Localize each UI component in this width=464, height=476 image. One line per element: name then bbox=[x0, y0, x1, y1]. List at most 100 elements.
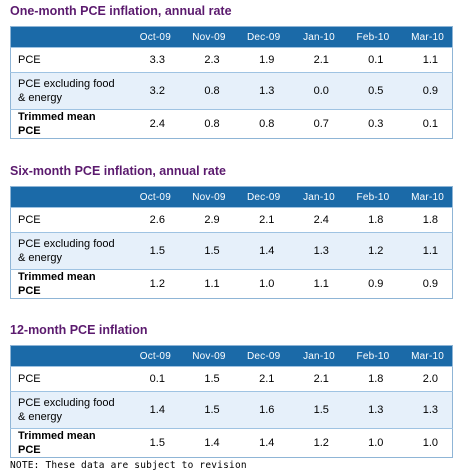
cell-value: 2.0 bbox=[397, 366, 453, 392]
cell-value: 1.4 bbox=[178, 428, 234, 458]
row-label: PCE bbox=[10, 47, 125, 73]
section-title-one-month: One-month PCE inflation, annual rate bbox=[10, 4, 232, 18]
section-title-six-month: Six-month PCE inflation, annual rate bbox=[10, 164, 226, 178]
column-header: Nov-09 bbox=[178, 26, 234, 48]
cell-value: 1.3 bbox=[397, 391, 453, 429]
cell-value: 1.0 bbox=[233, 269, 289, 299]
cell-value: 1.1 bbox=[397, 47, 453, 73]
cell-value: 0.1 bbox=[124, 366, 179, 392]
column-header: Oct-09 bbox=[124, 186, 179, 208]
cell-value: 2.1 bbox=[288, 366, 343, 392]
row-label: PCE excluding food & energy bbox=[10, 72, 125, 110]
table-row: PCE excluding food & energy 3.2 0.8 1.3 … bbox=[10, 72, 453, 110]
column-header: Mar-10 bbox=[397, 186, 453, 208]
cell-value: 1.8 bbox=[342, 366, 398, 392]
header-blank bbox=[10, 26, 125, 48]
row-label: Trimmed mean PCE bbox=[10, 428, 125, 458]
table-one-month: Oct-09 Nov-09 Dec-09 Jan-10 Feb-10 Mar-1… bbox=[10, 26, 453, 139]
cell-value: 2.6 bbox=[124, 207, 179, 233]
table-row: Trimmed mean PCE 1.5 1.4 1.4 1.2 1.0 1.0 bbox=[10, 428, 453, 458]
cell-value: 0.9 bbox=[397, 269, 453, 299]
cell-value: 2.9 bbox=[178, 207, 234, 233]
cell-value: 1.2 bbox=[342, 232, 398, 270]
cell-value: 1.1 bbox=[397, 232, 453, 270]
cell-value: 0.8 bbox=[178, 72, 234, 110]
cell-value: 1.5 bbox=[178, 391, 234, 429]
cell-value: 0.9 bbox=[342, 269, 398, 299]
cell-value: 2.3 bbox=[178, 47, 234, 73]
cell-value: 3.2 bbox=[124, 72, 179, 110]
cell-value: 0.9 bbox=[397, 72, 453, 110]
column-header: Feb-10 bbox=[342, 345, 398, 367]
column-header: Nov-09 bbox=[178, 186, 234, 208]
table-12-month: Oct-09 Nov-09 Dec-09 Jan-10 Feb-10 Mar-1… bbox=[10, 345, 453, 458]
table-row: Trimmed mean PCE 1.2 1.1 1.0 1.1 0.9 0.9 bbox=[10, 269, 453, 299]
cell-value: 3.3 bbox=[124, 47, 179, 73]
column-header: Oct-09 bbox=[124, 26, 179, 48]
column-header: Jan-10 bbox=[288, 345, 343, 367]
cell-value: 1.1 bbox=[288, 269, 343, 299]
cell-value: 1.0 bbox=[397, 428, 453, 458]
column-header: Mar-10 bbox=[397, 26, 453, 48]
row-label: PCE bbox=[10, 207, 125, 233]
table-row: PCE 0.1 1.5 2.1 2.1 1.8 2.0 bbox=[10, 366, 453, 392]
column-header: Nov-09 bbox=[178, 345, 234, 367]
cell-value: 1.3 bbox=[342, 391, 398, 429]
table-row: Trimmed mean PCE 2.4 0.8 0.8 0.7 0.3 0.1 bbox=[10, 109, 453, 139]
cell-value: 1.6 bbox=[233, 391, 289, 429]
column-header: Dec-09 bbox=[233, 186, 289, 208]
cell-value: 1.4 bbox=[233, 428, 289, 458]
column-header: Dec-09 bbox=[233, 345, 289, 367]
table-header-row: Oct-09 Nov-09 Dec-09 Jan-10 Feb-10 Mar-1… bbox=[10, 345, 453, 367]
cell-value: 1.2 bbox=[288, 428, 343, 458]
table-row: PCE 2.6 2.9 2.1 2.4 1.8 1.8 bbox=[10, 207, 453, 233]
section-title-12-month: 12-month PCE inflation bbox=[10, 323, 148, 337]
table-row: PCE 3.3 2.3 1.9 2.1 0.1 1.1 bbox=[10, 47, 453, 73]
cell-value: 0.8 bbox=[233, 109, 289, 139]
cell-value: 0.1 bbox=[397, 109, 453, 139]
cell-value: 1.9 bbox=[233, 47, 289, 73]
column-header: Jan-10 bbox=[288, 186, 343, 208]
row-label: PCE excluding food & energy bbox=[10, 391, 125, 429]
cell-value: 0.7 bbox=[288, 109, 343, 139]
cell-value: 1.5 bbox=[178, 232, 234, 270]
row-label: Trimmed mean PCE bbox=[10, 269, 125, 299]
column-header: Mar-10 bbox=[397, 345, 453, 367]
cell-value: 0.3 bbox=[342, 109, 398, 139]
table-header-row: Oct-09 Nov-09 Dec-09 Jan-10 Feb-10 Mar-1… bbox=[10, 186, 453, 208]
cell-value: 1.5 bbox=[124, 428, 179, 458]
cell-value: 1.4 bbox=[233, 232, 289, 270]
footnote: NOTE: These data are subject to revision bbox=[10, 460, 247, 471]
cell-value: 1.8 bbox=[342, 207, 398, 233]
cell-value: 1.4 bbox=[124, 391, 179, 429]
table-header-row: Oct-09 Nov-09 Dec-09 Jan-10 Feb-10 Mar-1… bbox=[10, 26, 453, 48]
cell-value: 0.8 bbox=[178, 109, 234, 139]
cell-value: 2.4 bbox=[288, 207, 343, 233]
cell-value: 2.1 bbox=[233, 366, 289, 392]
cell-value: 1.8 bbox=[397, 207, 453, 233]
header-blank bbox=[10, 345, 125, 367]
column-header: Feb-10 bbox=[342, 26, 398, 48]
table-six-month: Oct-09 Nov-09 Dec-09 Jan-10 Feb-10 Mar-1… bbox=[10, 186, 453, 299]
table-row: PCE excluding food & energy 1.5 1.5 1.4 … bbox=[10, 232, 453, 270]
cell-value: 0.1 bbox=[342, 47, 398, 73]
column-header: Feb-10 bbox=[342, 186, 398, 208]
cell-value: 1.3 bbox=[288, 232, 343, 270]
row-label: PCE bbox=[10, 366, 125, 392]
header-blank bbox=[10, 186, 125, 208]
cell-value: 1.1 bbox=[178, 269, 234, 299]
column-header: Jan-10 bbox=[288, 26, 343, 48]
cell-value: 1.0 bbox=[342, 428, 398, 458]
row-label: PCE excluding food & energy bbox=[10, 232, 125, 270]
table-row: PCE excluding food & energy 1.4 1.5 1.6 … bbox=[10, 391, 453, 429]
column-header: Oct-09 bbox=[124, 345, 179, 367]
cell-value: 1.5 bbox=[124, 232, 179, 270]
cell-value: 2.1 bbox=[288, 47, 343, 73]
row-label: Trimmed mean PCE bbox=[10, 109, 125, 139]
cell-value: 0.0 bbox=[288, 72, 343, 110]
cell-value: 0.5 bbox=[342, 72, 398, 110]
column-header: Dec-09 bbox=[233, 26, 289, 48]
cell-value: 1.3 bbox=[233, 72, 289, 110]
cell-value: 1.5 bbox=[288, 391, 343, 429]
cell-value: 1.5 bbox=[178, 366, 234, 392]
